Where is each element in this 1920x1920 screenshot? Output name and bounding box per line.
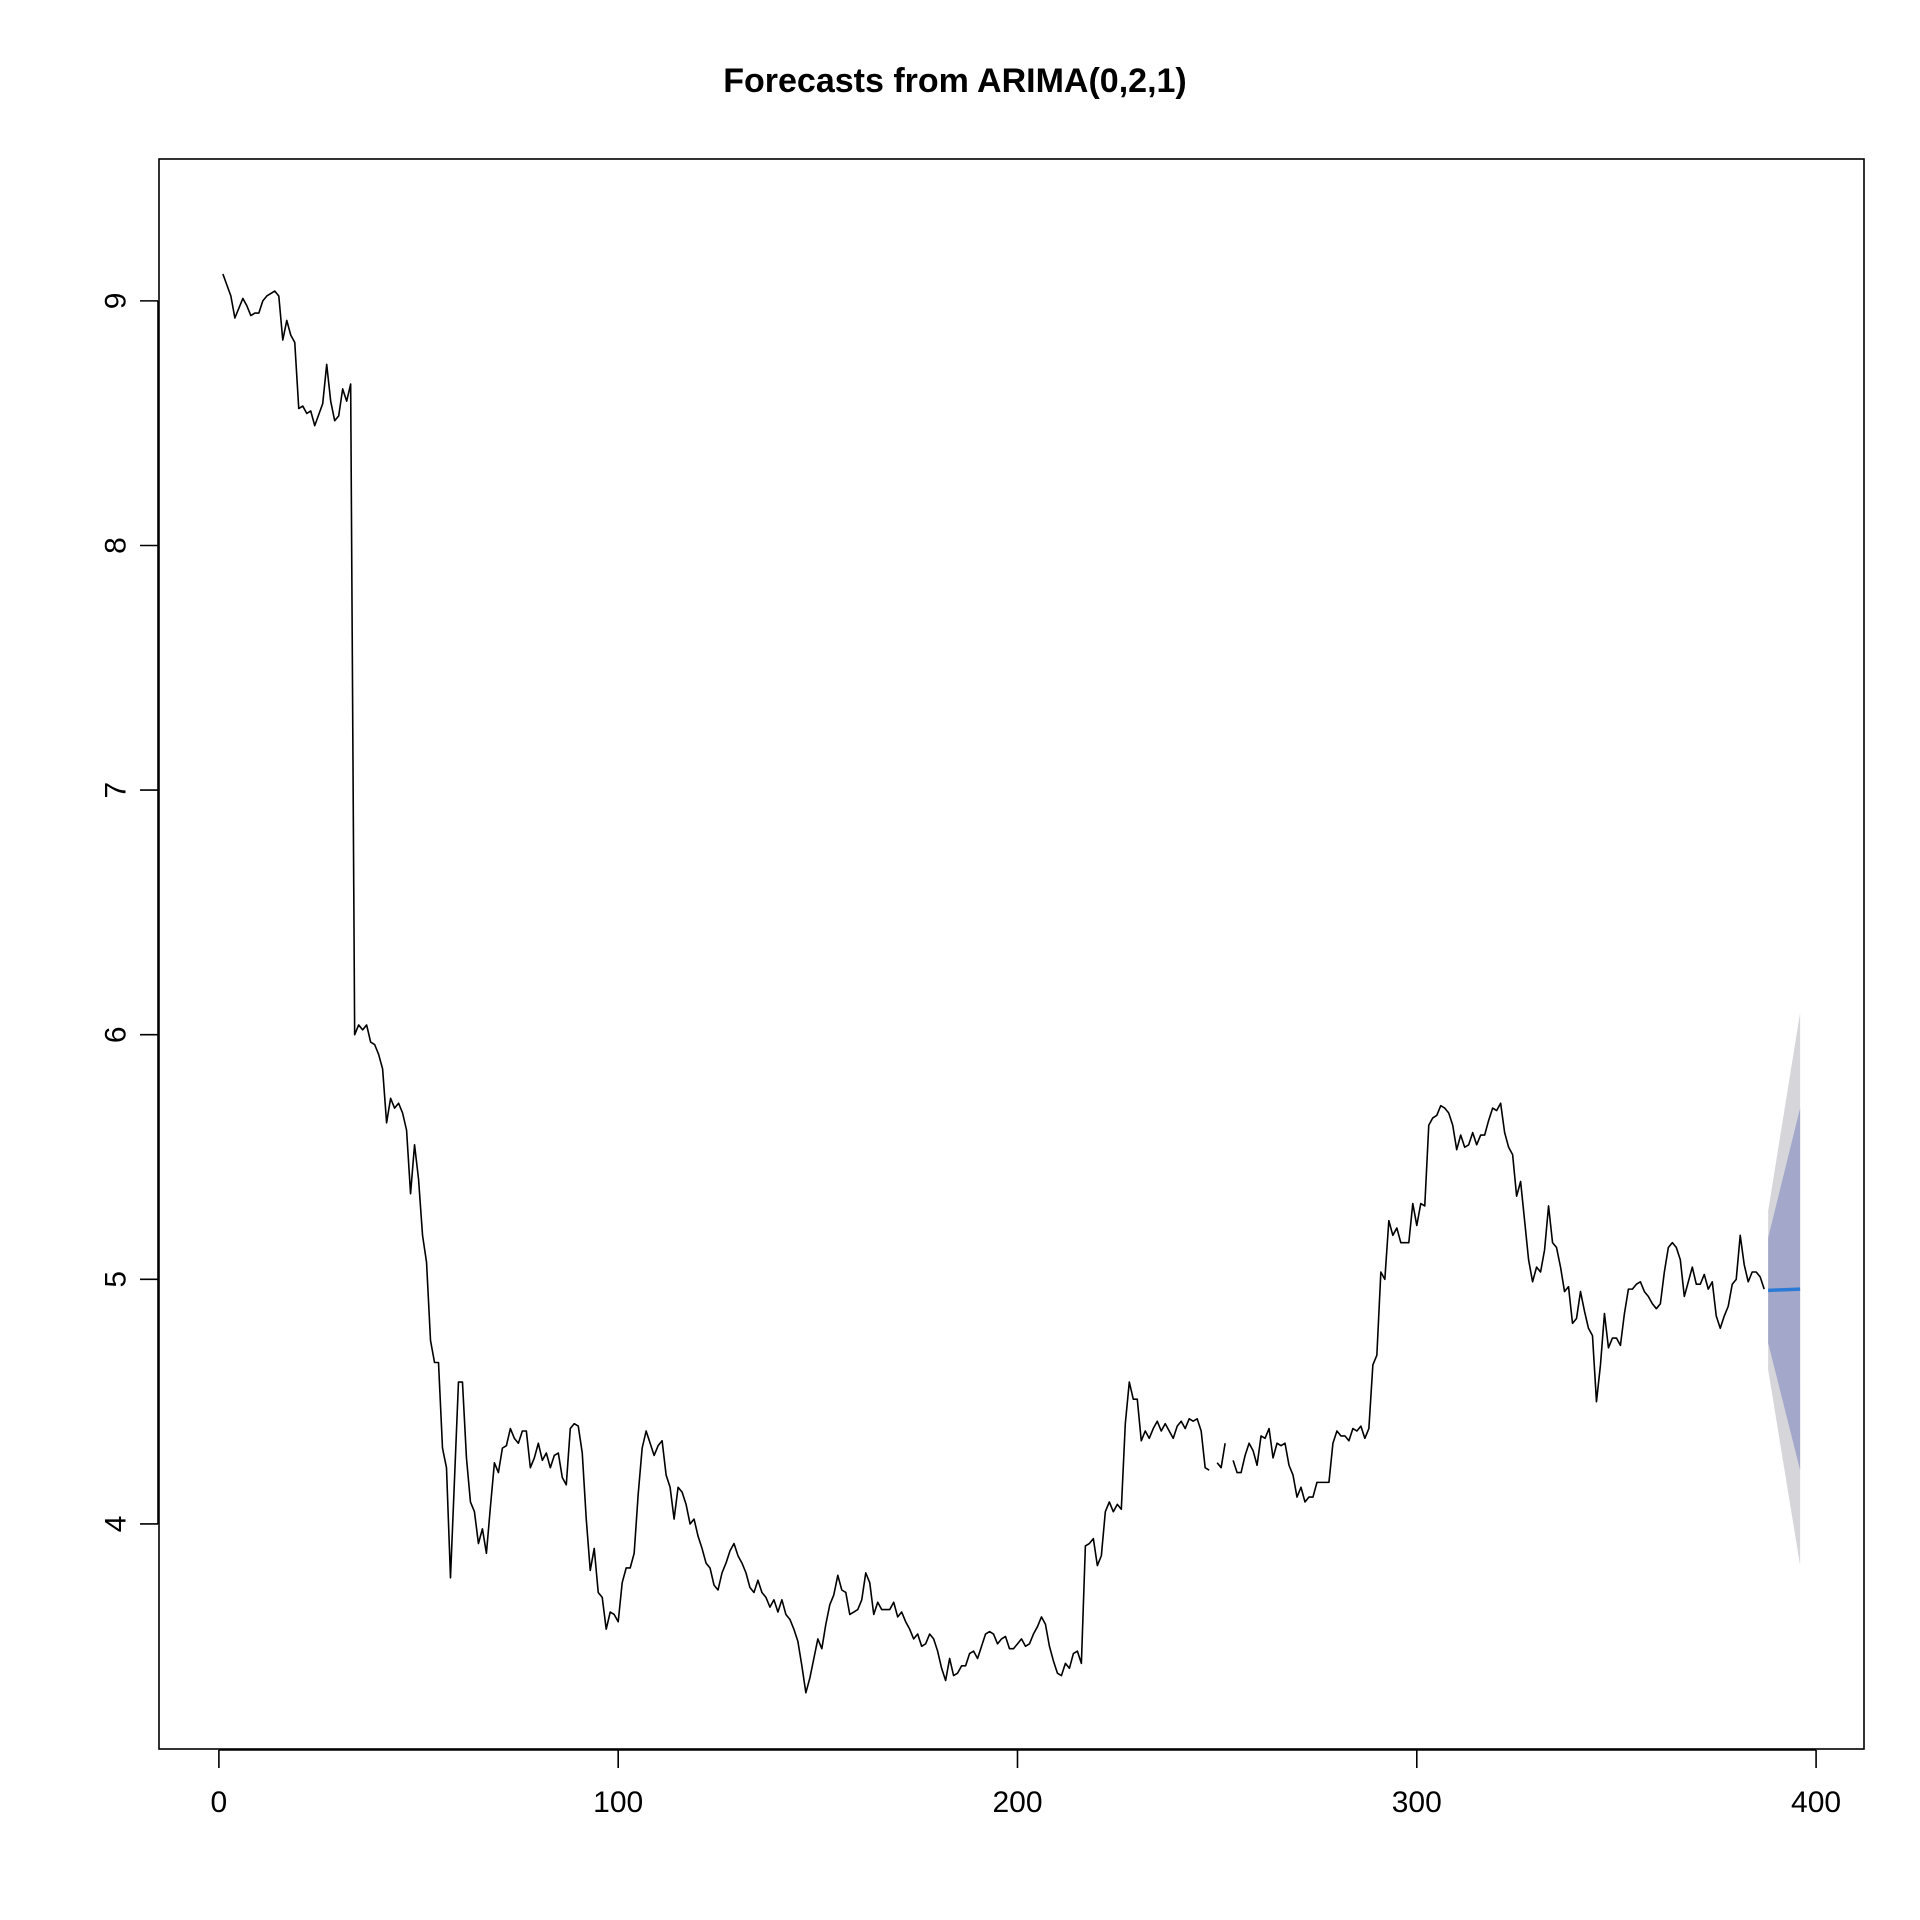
plot-area (222, 273, 1801, 1694)
series-line (222, 273, 1765, 1694)
forecast-mean-line (1768, 1287, 1801, 1293)
y-tick-label: 7 (100, 782, 133, 799)
y-tick-label: 5 (100, 1271, 133, 1288)
x-tick-label: 300 (1392, 1786, 1442, 1819)
x-axis: 0 100 200 300 400 (211, 1749, 1841, 1819)
x-tick-label: 100 (593, 1786, 643, 1819)
y-tick-label: 9 (100, 293, 133, 310)
y-tick-label: 8 (100, 537, 133, 554)
y-axis: 4 5 6 7 8 9 (100, 293, 159, 1533)
chart-title: Forecasts from ARIMA(0,2,1) (723, 62, 1187, 100)
y-tick-label: 6 (100, 1026, 133, 1043)
x-tick-label: 200 (992, 1786, 1042, 1819)
y-tick-label: 4 (100, 1516, 133, 1533)
plot-frame (158, 158, 1865, 1750)
x-tick-label: 0 (211, 1786, 228, 1819)
x-tick-label: 400 (1791, 1786, 1841, 1819)
